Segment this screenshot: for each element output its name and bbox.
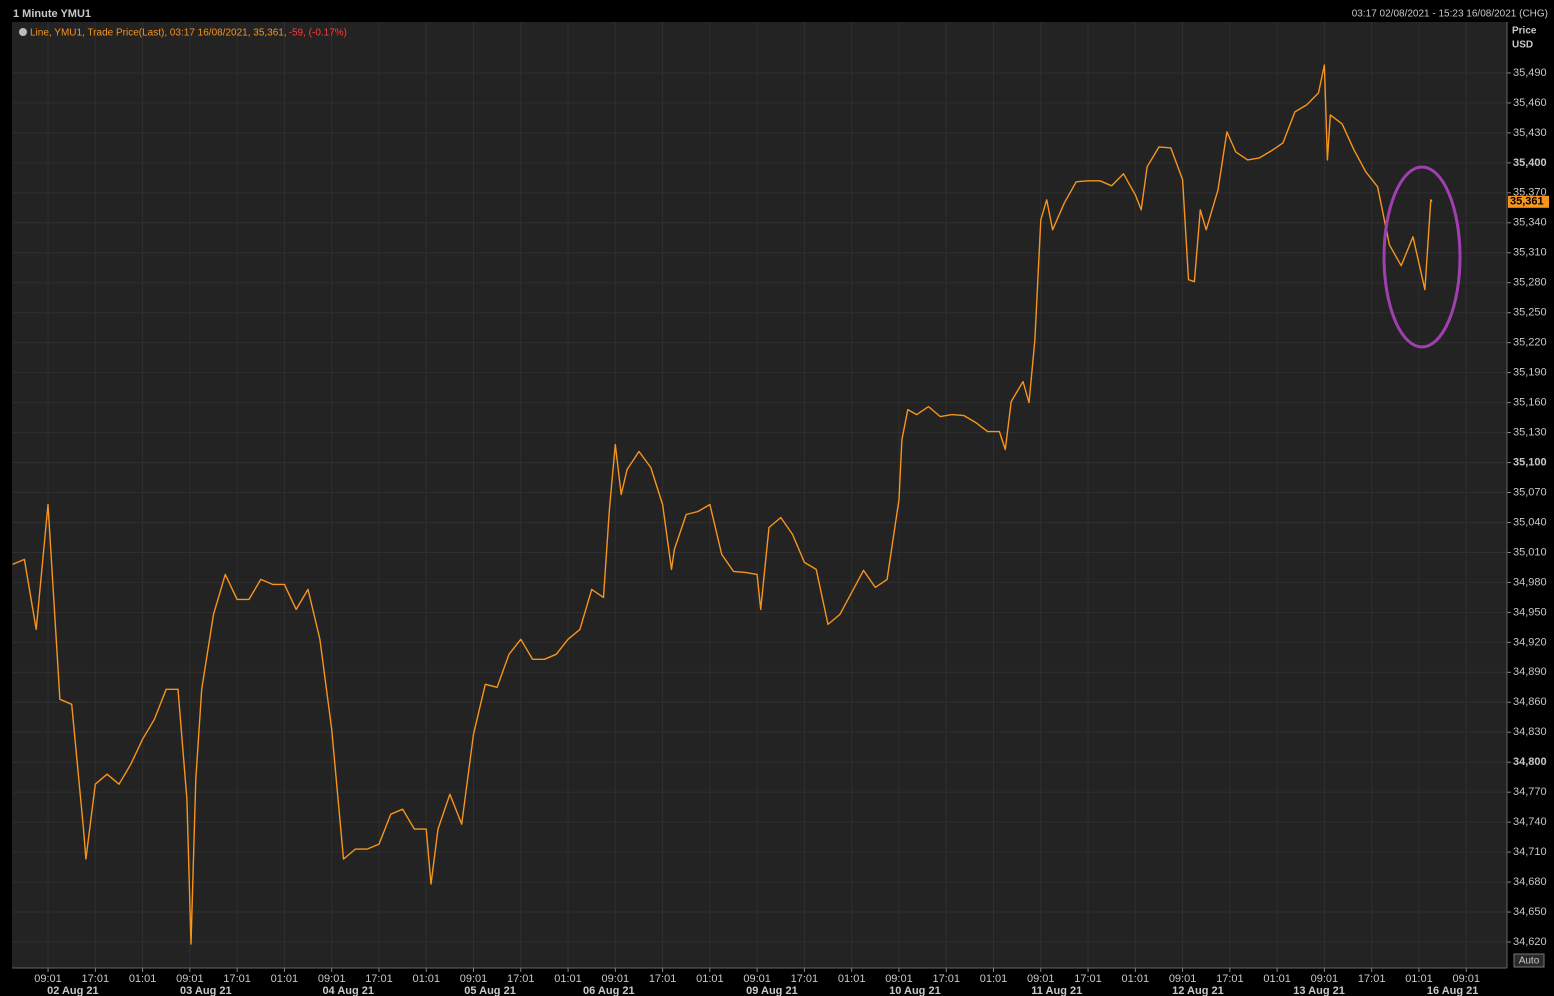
x-tick-label: 01:01	[980, 973, 1008, 985]
y-tick-label: 35,310	[1513, 247, 1547, 259]
x-tick-label: 01:01	[554, 973, 582, 985]
y-tick-label: 34,800	[1513, 756, 1547, 768]
y-tick-label: 34,890	[1513, 666, 1547, 678]
date-label: 16 Aug 21	[1427, 985, 1479, 996]
x-tick-label: 09:01	[176, 973, 204, 985]
x-tick-label: 01:01	[1263, 973, 1291, 985]
date-label: 10 Aug 21	[889, 985, 941, 996]
x-tick-label: 09:01	[1311, 973, 1339, 985]
y-tick-label: 35,490	[1513, 67, 1547, 79]
y-tick-label: 35,280	[1513, 277, 1547, 289]
y-tick-label: 35,160	[1513, 397, 1547, 409]
y-tick-label: 34,770	[1513, 786, 1547, 798]
y-axis-title: Price	[1512, 26, 1537, 37]
y-axis-title: USD	[1512, 40, 1533, 51]
price-line	[12, 64, 1433, 945]
y-tick-label: 35,130	[1513, 426, 1547, 438]
x-tick-label: 09:01	[318, 973, 346, 985]
x-tick-label: 01:01	[129, 973, 157, 985]
x-tick-label: 09:01	[1452, 973, 1480, 985]
x-tick-label: 17:01	[649, 973, 677, 985]
highlight-ellipse	[1382, 165, 1462, 349]
x-tick-label: 01:01	[1405, 973, 1433, 985]
y-tick-label: 34,620	[1513, 936, 1547, 948]
x-tick-label: 01:01	[1122, 973, 1150, 985]
x-tick-label: 09:01	[460, 973, 488, 985]
x-tick-label: 17:01	[1358, 973, 1386, 985]
y-tick-label: 35,190	[1513, 367, 1547, 379]
plot-area	[12, 22, 1507, 968]
x-tick-label: 17:01	[1216, 973, 1244, 985]
chart-title: 1 Minute YMU1	[13, 8, 91, 20]
legend-change: -59, (-0.17%)	[289, 28, 347, 39]
y-tick-label: 35,370	[1513, 187, 1547, 199]
date-label: 04 Aug 21	[322, 985, 374, 996]
y-tick-label: 34,830	[1513, 726, 1547, 738]
auto-button-label[interactable]: Auto	[1519, 956, 1540, 967]
date-label: 03 Aug 21	[180, 985, 232, 996]
date-label: 06 Aug 21	[583, 985, 635, 996]
x-tick-label: 01:01	[838, 973, 866, 985]
x-tick-label: 17:01	[82, 973, 110, 985]
x-tick-label: 17:01	[1074, 973, 1102, 985]
y-tick-label: 34,920	[1513, 636, 1547, 648]
x-tick-label: 01:01	[696, 973, 724, 985]
legend-text: Line, YMU1, Trade Price(Last), 03:17 16/…	[30, 28, 287, 39]
date-label: 05 Aug 21	[464, 985, 516, 996]
date-label: 12 Aug 21	[1172, 985, 1224, 996]
last-price-label: 35,361	[1510, 196, 1544, 208]
date-label: 09 Aug 21	[746, 985, 798, 996]
y-tick-label: 34,650	[1513, 906, 1547, 918]
date-label: 13 Aug 21	[1293, 985, 1345, 996]
y-tick-label: 34,860	[1513, 696, 1547, 708]
x-tick-label: 17:01	[223, 973, 251, 985]
x-tick-label: 09:01	[885, 973, 913, 985]
y-tick-label: 35,100	[1513, 456, 1547, 468]
x-tick-label: 09:01	[34, 973, 62, 985]
y-tick-label: 35,220	[1513, 337, 1547, 349]
y-tick-label: 34,710	[1513, 846, 1547, 858]
x-tick-label: 17:01	[932, 973, 960, 985]
y-tick-label: 35,250	[1513, 307, 1547, 319]
x-tick-label: 01:01	[271, 973, 299, 985]
date-label: 02 Aug 21	[47, 985, 99, 996]
x-tick-label: 09:01	[1027, 973, 1055, 985]
x-tick-label: 09:01	[743, 973, 771, 985]
y-tick-label: 34,950	[1513, 606, 1547, 618]
y-tick-label: 35,070	[1513, 486, 1547, 498]
x-tick-label: 09:01	[1169, 973, 1197, 985]
date-range: 03:17 02/08/2021 - 15:23 16/08/2021 (CHG…	[1352, 9, 1548, 20]
auto-button[interactable]	[1513, 953, 1545, 968]
y-tick-label: 35,340	[1513, 217, 1547, 229]
y-tick-label: 35,010	[1513, 546, 1547, 558]
x-tick-label: 17:01	[791, 973, 819, 985]
y-tick-label: 34,980	[1513, 576, 1547, 588]
date-label: 11 Aug 21	[1031, 985, 1082, 996]
x-tick-label: 09:01	[602, 973, 630, 985]
y-tick-label: 35,430	[1513, 127, 1547, 139]
x-tick-label: 17:01	[507, 973, 535, 985]
x-tick-label: 01:01	[412, 973, 440, 985]
y-tick-label: 35,400	[1513, 157, 1547, 169]
y-tick-label: 35,040	[1513, 516, 1547, 528]
y-tick-label: 34,740	[1513, 816, 1547, 828]
y-tick-label: 34,680	[1513, 876, 1547, 888]
marks	[12, 64, 1433, 945]
grid	[12, 22, 1507, 968]
y-tick-label: 35,460	[1513, 97, 1547, 109]
legend-icon	[19, 28, 27, 36]
last-price-tag	[1508, 195, 1549, 208]
x-tick-label: 17:01	[365, 973, 393, 985]
